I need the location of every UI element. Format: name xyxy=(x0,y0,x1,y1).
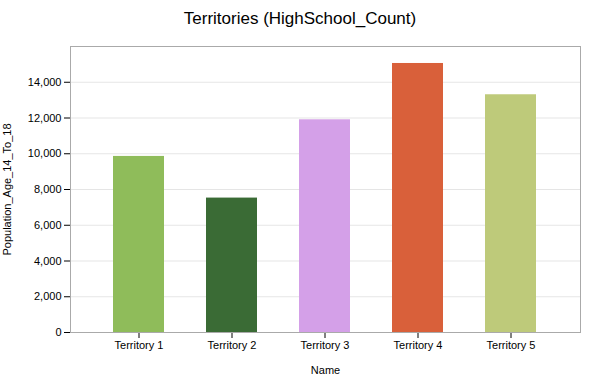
svg-text:Territory 4: Territory 4 xyxy=(394,339,443,351)
html-text:Territories (HighSchool_Count): Territories (HighSchool_Count) xyxy=(183,9,417,28)
svg-text:Territory 3: Territory 3 xyxy=(301,339,350,351)
svg-text:Territory 2: Territory 2 xyxy=(208,339,257,351)
svg-text:2,000: 2,000 xyxy=(34,290,62,302)
svg-text:0: 0 xyxy=(55,326,61,338)
svg-text:8,000: 8,000 xyxy=(34,183,62,195)
svg-text:Name: Name xyxy=(311,364,340,376)
svg-text:12,000: 12,000 xyxy=(28,112,62,124)
svg-text:10,000: 10,000 xyxy=(28,147,62,159)
svg-text:Territory 5: Territory 5 xyxy=(487,339,536,351)
svg-text:6,000: 6,000 xyxy=(34,219,62,231)
svg-text:Territory 1: Territory 1 xyxy=(115,339,164,351)
svg-text:Population_Age_14_To_18: Population_Age_14_To_18 xyxy=(1,123,13,255)
svg-text:14,000: 14,000 xyxy=(28,76,62,88)
svg-text:4,000: 4,000 xyxy=(34,255,62,267)
